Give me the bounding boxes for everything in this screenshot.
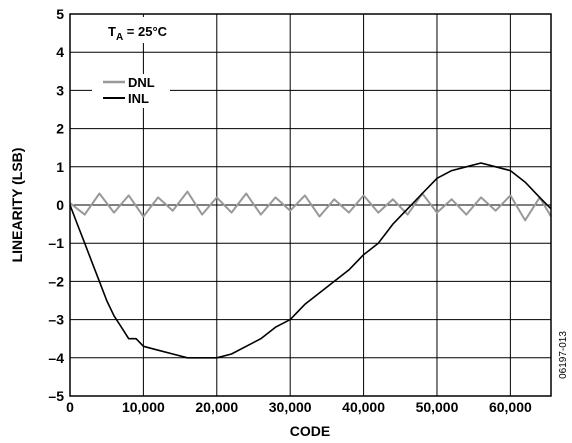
dnl-series-line [69, 190, 552, 222]
x-tick-label: 20,000 [195, 399, 238, 415]
x-tick-label: 30,000 [269, 399, 312, 415]
y-tick-label: –1 [48, 235, 64, 251]
y-tick-label: 3 [56, 82, 64, 98]
series-layer [69, 162, 552, 359]
x-tick-label: 60,000 [489, 399, 532, 415]
x-axis-title: CODE [290, 423, 330, 439]
inl-series-line [69, 162, 552, 359]
y-tick-label: 4 [56, 44, 64, 60]
x-tick-label: 50,000 [416, 399, 459, 415]
legend-dnl-label: DNL [128, 75, 155, 90]
y-axis-title: LINEARITY (LSB) [9, 148, 25, 263]
y-tick-label: –5 [48, 388, 64, 404]
y-tick-label: –4 [48, 350, 64, 366]
y-tick-label: –2 [48, 273, 64, 289]
temperature-annotation-subscript: A [116, 32, 123, 43]
y-tick-label: –3 [48, 312, 64, 328]
temperature-annotation: TA = 25°C [108, 24, 168, 43]
temperature-annotation-value: = 25°C [123, 24, 167, 39]
legend: DNL INL [92, 74, 170, 108]
y-tick-label: 5 [56, 6, 64, 22]
temperature-annotation-main: T [108, 24, 116, 39]
y-tick-label: 1 [56, 159, 64, 175]
legend-box [92, 74, 170, 108]
plot-frame [69, 13, 552, 397]
tick-labels: 0 10,000 20,000 30,000 40,000 50,000 60,000 –5 –… [48, 6, 532, 415]
annotation-box [90, 17, 190, 43]
legend-inl-label: INL [128, 91, 149, 106]
y-tick-label: 2 [56, 121, 64, 137]
x-tick-label: 40,000 [342, 399, 385, 415]
figure-id: 06197-013 [558, 331, 569, 379]
x-tick-label: 0 [66, 399, 74, 415]
y-tick-label: 0 [56, 197, 64, 213]
x-tick-label: 10,000 [122, 399, 165, 415]
